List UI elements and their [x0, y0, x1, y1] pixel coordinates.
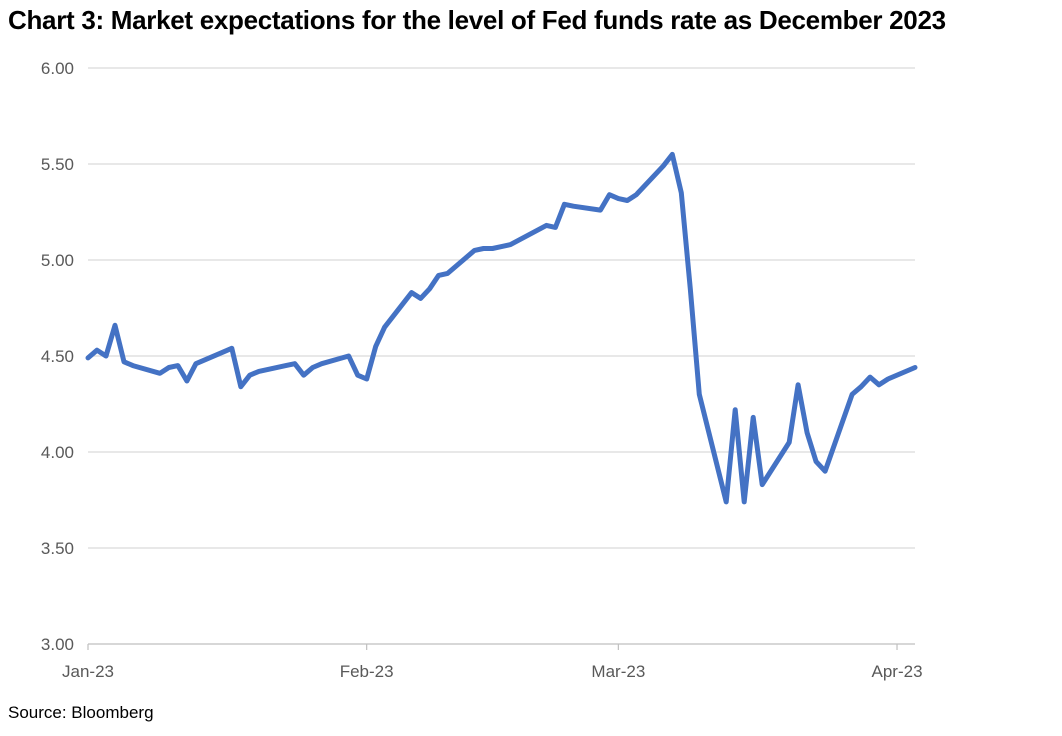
y-tick-label: 6.00 [41, 59, 74, 78]
y-tick-label: 4.50 [41, 347, 74, 366]
x-tick-label: Feb-23 [340, 662, 394, 681]
y-tick-label: 4.00 [41, 443, 74, 462]
x-tick-label: Jan-23 [62, 662, 114, 681]
x-tick-label: Mar-23 [591, 662, 645, 681]
y-tick-label: 5.00 [41, 251, 74, 270]
y-tick-label: 3.00 [41, 635, 74, 654]
series-line [85, 151, 918, 505]
x-tick-label: Apr-23 [872, 662, 923, 681]
source-note: Source: Bloomberg [8, 703, 154, 722]
y-tick-label: 5.50 [41, 155, 74, 174]
y-tick-label: 3.50 [41, 539, 74, 558]
chart-title: Chart 3: Market expectations for the lev… [8, 5, 946, 35]
